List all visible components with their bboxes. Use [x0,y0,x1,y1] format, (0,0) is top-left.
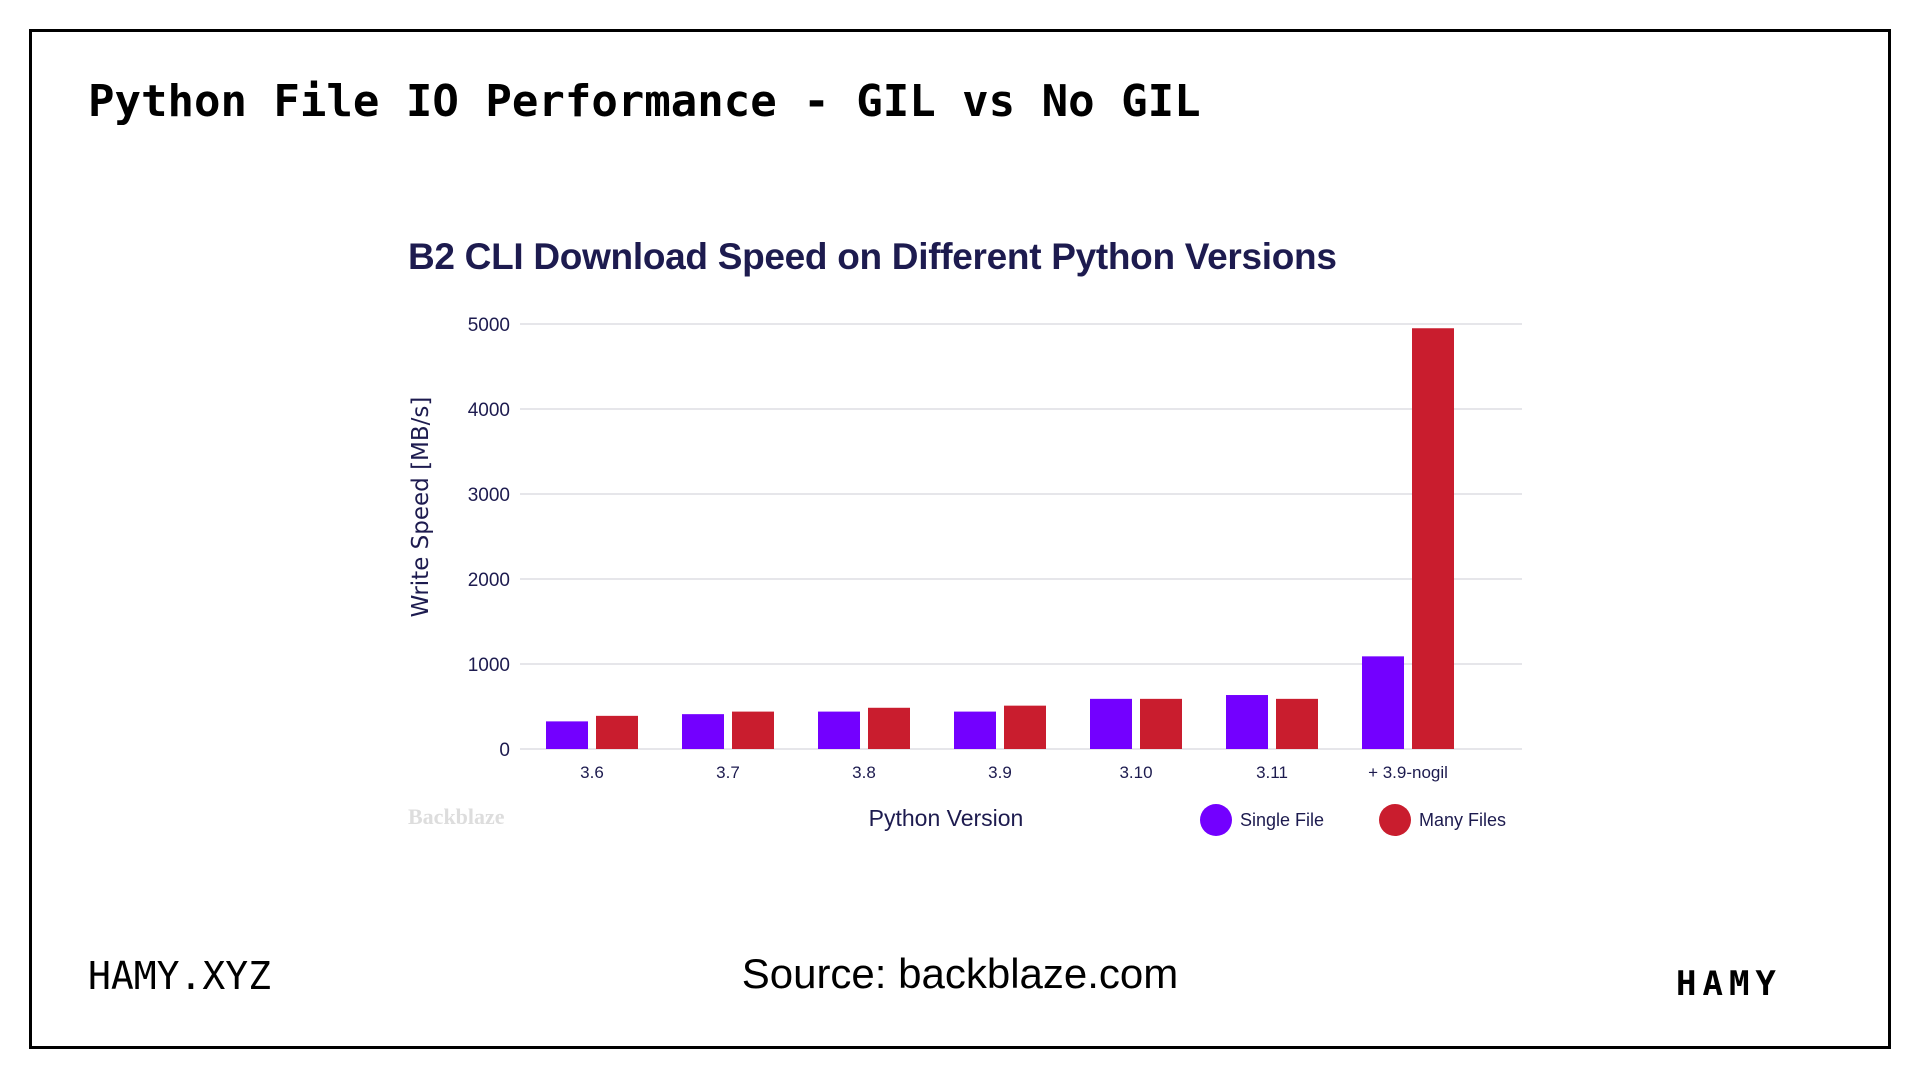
x-tick-label: 3.11 [1256,763,1288,782]
y-tick-label: 2000 [468,570,510,591]
bar-single-file [1226,695,1268,749]
site-url: HAMY.XYZ [88,954,272,998]
x-tick-label: 3.9 [988,763,1012,782]
y-tick-label: 5000 [468,315,510,336]
x-tick-label: 3.6 [580,763,604,782]
bar-many-files [1004,705,1046,749]
y-tick-label: 3000 [468,485,510,506]
x-tick-label: 3.7 [716,763,740,782]
x-tick-label: 3.8 [852,763,876,782]
source-credit: Source: backblaze.com [741,950,1179,997]
backblaze-watermark: Backblaze [408,804,505,829]
bar-many-files [732,711,774,749]
bar-single-file [818,711,860,749]
legend-swatch [1379,804,1411,836]
bar-single-file [1362,656,1404,749]
slide-title: Python File IO Performance - GIL vs No G… [88,76,1201,127]
hamy-logo: HAMY [1676,964,1782,1004]
bar-many-files [868,707,910,749]
legend-label: Single File [1240,810,1324,830]
y-tick-label: 1000 [468,655,510,676]
bar-many-files [1276,698,1318,749]
x-tick-label: + 3.9-nogil [1368,763,1448,782]
y-tick-label: 4000 [468,400,510,421]
legend-label: Many Files [1419,810,1506,830]
bar-many-files [596,715,638,749]
bar-many-files [1140,698,1182,749]
chart-title: B2 CLI Download Speed on Different Pytho… [408,236,1337,277]
y-axis-label: Write Speed [MB/s] [408,397,434,618]
y-tick-label: 0 [499,740,510,761]
slide-frame [29,29,1891,1049]
x-axis-label: Python Version [869,805,1024,831]
bar-single-file [682,714,724,749]
bar-single-file [546,721,588,749]
legend-swatch [1200,804,1232,836]
bar-single-file [1090,698,1132,749]
bar-many-files [1412,328,1454,749]
bar-single-file [954,711,996,749]
x-tick-label: 3.10 [1119,763,1152,782]
